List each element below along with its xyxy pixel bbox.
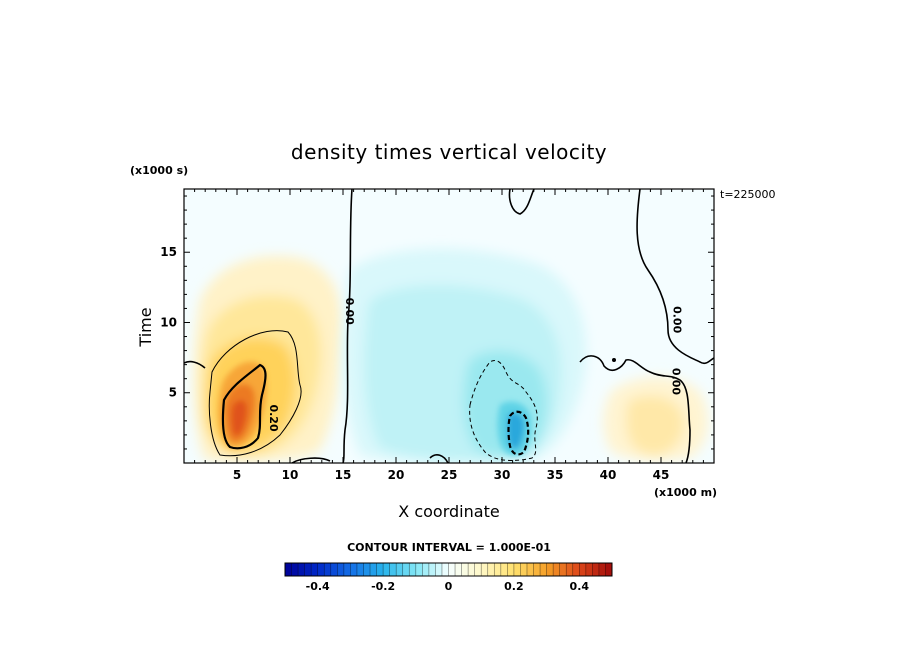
colorbar-cell xyxy=(337,563,345,576)
colorbar-tick-label: -0.2 xyxy=(371,580,395,593)
contour-label: 0.20 xyxy=(267,404,280,431)
negative-region-center xyxy=(343,248,587,463)
positive-core-left xyxy=(218,361,267,448)
x-axis: 5 10 15 20 25 30 35 40 45 xyxy=(194,189,704,482)
y-tick-label: 15 xyxy=(160,245,177,259)
colorbar-cell xyxy=(507,563,515,576)
x-tick-label: 25 xyxy=(441,468,458,482)
colorbar-cell xyxy=(533,563,541,576)
x-tick-label: 30 xyxy=(494,468,511,482)
colorbar-cell xyxy=(389,563,397,576)
y-axis: 5 10 15 xyxy=(160,195,714,450)
colorbar-cell xyxy=(500,563,508,576)
colorbar-cell xyxy=(435,563,443,576)
colorbar-cell xyxy=(553,563,560,576)
colorbar-cell xyxy=(330,563,338,576)
chart-title: density times vertical velocity xyxy=(291,140,607,164)
colorbar-cell xyxy=(481,563,489,576)
colorbar-cell xyxy=(598,563,606,576)
colorbar-cell xyxy=(513,563,521,576)
contour-interval-label: CONTOUR INTERVAL = 1.000E-01 xyxy=(347,541,551,554)
contour-label: 0.00 xyxy=(343,298,356,325)
contour-dot xyxy=(612,358,616,362)
x-tick-label: 20 xyxy=(388,468,405,482)
y-unit-label: (x1000 s) xyxy=(130,164,188,177)
colorbar-cell xyxy=(455,563,462,576)
time-stamp: t=225000 xyxy=(720,188,776,201)
y-tick-label: 10 xyxy=(160,315,177,329)
colorbar-tick-label: 0.2 xyxy=(504,580,524,593)
colorbar-cell xyxy=(546,563,554,576)
colorbar-cell xyxy=(383,563,390,576)
colorbar-cell xyxy=(304,563,312,576)
colorbar-cell xyxy=(585,563,593,576)
zero-contours xyxy=(184,189,714,463)
colorbar-tick-label: -0.4 xyxy=(306,580,330,593)
x-tick-label: 5 xyxy=(233,468,241,482)
colorbar-cell xyxy=(487,563,495,576)
colorbar-cell xyxy=(559,563,567,576)
y-tick-label: 5 xyxy=(169,386,177,400)
colorbar-cell xyxy=(376,563,384,576)
x-tick-label: 40 xyxy=(600,468,617,482)
colorbar-cell xyxy=(605,563,613,576)
colorbar-cell xyxy=(579,563,587,576)
contour-label: 0.00 xyxy=(670,368,683,395)
x-axis-label: X coordinate xyxy=(398,502,499,521)
colorbar-cell xyxy=(461,563,469,576)
colorbar-cell xyxy=(592,563,600,576)
colorbar-cell xyxy=(343,563,351,576)
colorbar-cell xyxy=(448,563,456,576)
x-tick-label: 35 xyxy=(547,468,564,482)
colorbar-cell xyxy=(468,563,475,576)
negative-core-center xyxy=(497,401,532,456)
colorbar-cell xyxy=(494,563,502,576)
colorbar-cell xyxy=(317,563,325,576)
colorbar-cell xyxy=(540,563,547,576)
plot-area xyxy=(184,189,714,463)
colorbar-cell xyxy=(566,563,574,576)
colorbar-cell xyxy=(324,563,332,576)
y-axis-label: Time xyxy=(136,307,155,347)
positive-region-right xyxy=(603,376,709,461)
colorbar: -0.4 -0.2 0 0.2 0.4 xyxy=(284,562,613,593)
colorbar-cell xyxy=(572,563,580,576)
colorbar-cell xyxy=(526,563,534,576)
colorbar-cell xyxy=(422,563,430,576)
colorbar-cell xyxy=(311,563,318,576)
colorbar-cell xyxy=(396,563,404,576)
contour-labels: 0.00 0.20 0.00 0.00 xyxy=(267,298,684,432)
x-tick-label: 15 xyxy=(335,468,352,482)
colorbar-cell xyxy=(370,563,377,576)
contour-label: 0.00 xyxy=(671,306,684,333)
colorbar-tick-label: 0.4 xyxy=(570,580,590,593)
colorbar-cell xyxy=(291,563,299,576)
colorbar-cell xyxy=(356,563,364,576)
colorbar-cell xyxy=(298,563,305,576)
colorbar-cell xyxy=(350,563,358,576)
colorbar-tick-label: 0 xyxy=(445,580,453,593)
colorbar-cell xyxy=(409,563,417,576)
colorbar-cell xyxy=(474,563,482,576)
positive-contours xyxy=(208,330,302,457)
colorbar-cell xyxy=(441,563,449,576)
colorbar-cell xyxy=(415,563,423,576)
colorbar-cell xyxy=(363,563,371,576)
x-unit-label: (x1000 m) xyxy=(654,486,717,499)
x-tick-label: 10 xyxy=(282,468,299,482)
colorbar-cell xyxy=(402,563,410,576)
colorbar-cell xyxy=(285,563,292,576)
negative-contours xyxy=(469,359,538,461)
colorbar-cell xyxy=(428,563,436,576)
colorbar-cell xyxy=(520,563,528,576)
colorbar-frame xyxy=(284,562,613,577)
x-tick-label: 45 xyxy=(653,468,670,482)
